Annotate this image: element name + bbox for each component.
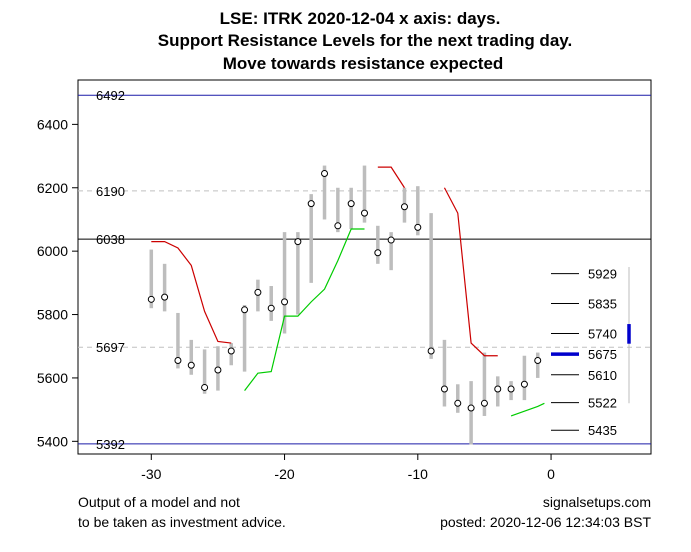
close-point xyxy=(520,380,528,388)
predicted-level-label-5522: 5522 xyxy=(588,396,617,411)
close-point xyxy=(480,399,488,407)
level-label-5392: 5392 xyxy=(96,437,125,452)
close-point xyxy=(494,385,502,393)
close-point xyxy=(507,385,515,393)
footer-disclaimer-1: Output of a model and not xyxy=(78,494,240,510)
y-tick-label: 6000 xyxy=(37,243,68,259)
close-point xyxy=(281,298,289,306)
close-point xyxy=(400,203,408,211)
close-point xyxy=(161,293,169,301)
x-tick-label: -10 xyxy=(408,466,428,482)
close-point xyxy=(374,249,382,257)
close-point xyxy=(241,306,249,314)
support-lines xyxy=(244,228,545,417)
close-point xyxy=(387,236,395,244)
y-tick-label: 5600 xyxy=(37,370,68,386)
chart-title-line-2: Support Resistance Levels for the next t… xyxy=(158,31,572,50)
predicted-level-label-5435: 5435 xyxy=(588,423,617,438)
level-label-6492: 6492 xyxy=(96,88,125,103)
y-tick-label: 6200 xyxy=(37,180,68,196)
plot-frame xyxy=(77,79,652,455)
predicted-level-label-5610: 5610 xyxy=(588,368,617,383)
close-point xyxy=(347,200,355,208)
predicted-level-label-5675: 5675 xyxy=(588,347,617,362)
resistance-line xyxy=(377,166,405,189)
x-tick-label: -30 xyxy=(141,466,161,482)
resistance-line xyxy=(443,187,498,357)
close-point xyxy=(174,357,182,364)
close-point xyxy=(307,200,315,208)
close-point xyxy=(427,347,435,355)
candles xyxy=(147,165,542,445)
close-point xyxy=(414,223,422,231)
close-point xyxy=(227,347,235,355)
close-point xyxy=(214,366,222,374)
close-point xyxy=(147,295,155,303)
close-point xyxy=(294,238,302,246)
close-point xyxy=(334,222,342,230)
predicted-levels: 5929 5835 5740 5675 5610 5522 5435 xyxy=(551,267,631,438)
close-point xyxy=(321,170,329,177)
chart-title-line-3: Move towards resistance expected xyxy=(223,54,504,73)
x-tick-label: 0 xyxy=(547,466,555,482)
level-label-5697: 5697 xyxy=(96,340,125,355)
close-point xyxy=(361,209,368,217)
y-tick-label: 6400 xyxy=(37,116,68,132)
close-point xyxy=(187,361,195,369)
footer-posted: posted: 2020-12-06 12:34:03 BST xyxy=(440,514,651,530)
level-label-6190: 6190 xyxy=(96,184,125,199)
close-point xyxy=(440,385,448,393)
resistance-line xyxy=(151,241,232,344)
close-point xyxy=(254,288,262,296)
chart-title-line-1: LSE: ITRK 2020-12-04 x axis: days. xyxy=(220,9,501,28)
close-point xyxy=(267,304,275,312)
close-point xyxy=(454,399,462,407)
close-point xyxy=(467,404,475,412)
footer-site: signalsetups.com xyxy=(543,494,651,510)
y-tick-label: 5800 xyxy=(37,307,68,323)
axes: 5400 5600 5800 6000 6200 6400 -30 -20 -10 0 xyxy=(37,116,555,482)
x-tick-label: -20 xyxy=(274,466,294,482)
level-label-6038: 6038 xyxy=(96,232,125,247)
support-line xyxy=(244,228,365,391)
predicted-level-label-5835: 5835 xyxy=(588,296,617,311)
support-line xyxy=(510,402,545,417)
predicted-level-label-5740: 5740 xyxy=(588,327,617,342)
footer-disclaimer-2: to be taken as investment advice. xyxy=(78,514,286,530)
horizontal-levels: 6492 6190 6038 5697 5392 xyxy=(78,88,651,452)
close-point xyxy=(201,383,209,391)
y-tick-label: 5400 xyxy=(37,433,68,449)
close-point xyxy=(534,357,542,364)
predicted-level-label-5929: 5929 xyxy=(588,267,617,282)
resistance-lines xyxy=(151,166,498,357)
